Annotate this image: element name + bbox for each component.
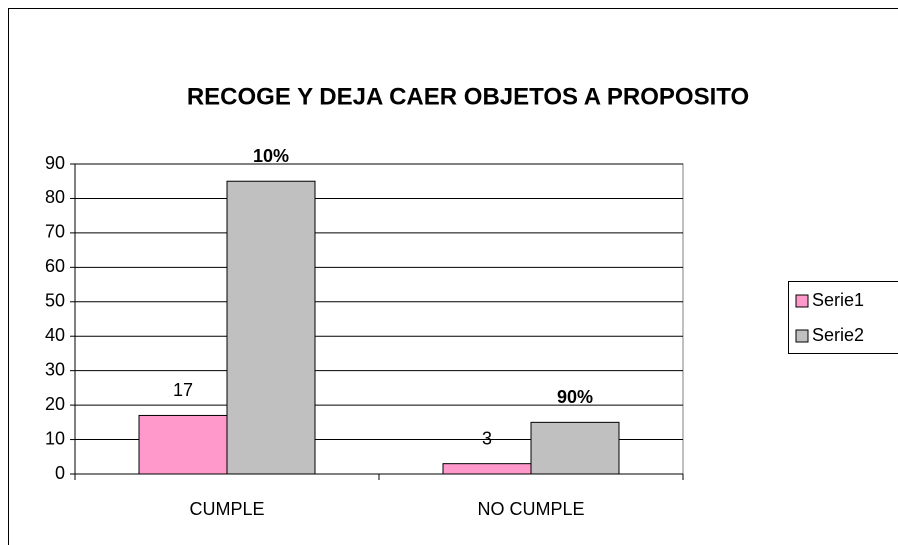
y-tick-label: 50 [45,291,65,311]
y-tick-label: 40 [45,325,65,345]
y-tick-label: 0 [55,463,65,483]
y-tick-label: 90 [45,153,65,173]
annotation: 10% [253,146,289,166]
legend-swatch [795,294,809,308]
y-tick-label: 30 [45,359,65,379]
data-label: 3 [482,428,492,448]
chart-title: RECOGE Y DEJA CAER OBJETOS A PROPOSITO [187,83,749,110]
legend-label: Serie2 [812,325,864,345]
data-label: 17 [173,380,193,400]
bar [530,421,620,475]
legend-label: Serie1 [812,290,864,310]
y-tick-label: 10 [45,428,65,448]
bar [138,414,228,475]
y-tick-label: 70 [45,222,65,242]
x-tick-label: CUMPLE [189,499,264,519]
bar [442,463,532,475]
y-tick-label: 60 [45,256,65,276]
x-tick-label: NO CUMPLE [477,499,584,519]
y-tick-label: 20 [45,394,65,414]
annotation: 90% [557,387,593,407]
bar [226,180,316,475]
y-tick-label: 80 [45,187,65,207]
legend-swatch [795,329,809,343]
